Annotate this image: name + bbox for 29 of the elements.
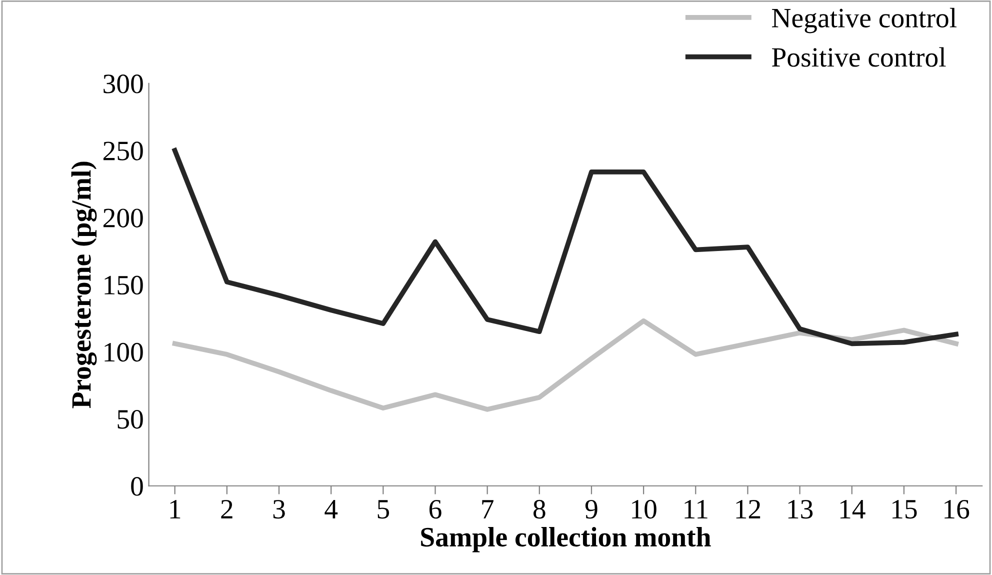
x-tick-label: 8: [534, 500, 546, 519]
x-tick-label: 14: [840, 500, 866, 518]
x-tick-label: 6: [429, 500, 442, 519]
x-tick-label: 2: [221, 500, 232, 518]
y-tick-label: 150: [104, 276, 143, 295]
y-tick-label: 250: [103, 142, 143, 160]
x-tick-label: 11: [684, 500, 708, 518]
line-series: [172, 148, 958, 346]
x-tick-label: 5: [378, 500, 390, 519]
y-tick-label: 200: [103, 208, 143, 228]
legend-label: Positive control: [772, 47, 946, 67]
x-tick-label: 3: [273, 500, 285, 519]
line-series: [172, 318, 958, 412]
legend-label: Negative control: [772, 8, 957, 34]
x-tick-label: 10: [632, 500, 656, 519]
y-tick-label: 50: [118, 410, 143, 429]
x-tick-label: 16: [944, 500, 970, 519]
y-tick-label: 100: [104, 342, 143, 362]
x-tick-label: 1: [170, 500, 180, 518]
x-tick-label: 9: [585, 500, 598, 519]
y-axis-title: Progesterone (pg/ml): [71, 162, 97, 408]
x-tick-label: 4: [324, 500, 338, 518]
x-tick-label: 12: [736, 500, 760, 518]
x-tick-label: 15: [892, 500, 917, 519]
x-tick-label: 7: [482, 500, 494, 518]
y-tick-label: 0: [131, 477, 143, 496]
x-tick-label: 13: [788, 500, 813, 519]
y-tick-label: 300: [104, 74, 143, 94]
x-axis-title: Sample collection month: [421, 527, 711, 552]
